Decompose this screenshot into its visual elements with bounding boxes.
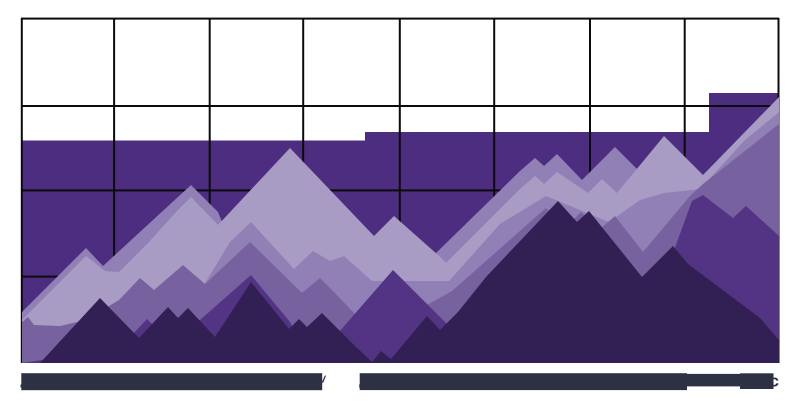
svg-text:c: c [770,372,779,391]
